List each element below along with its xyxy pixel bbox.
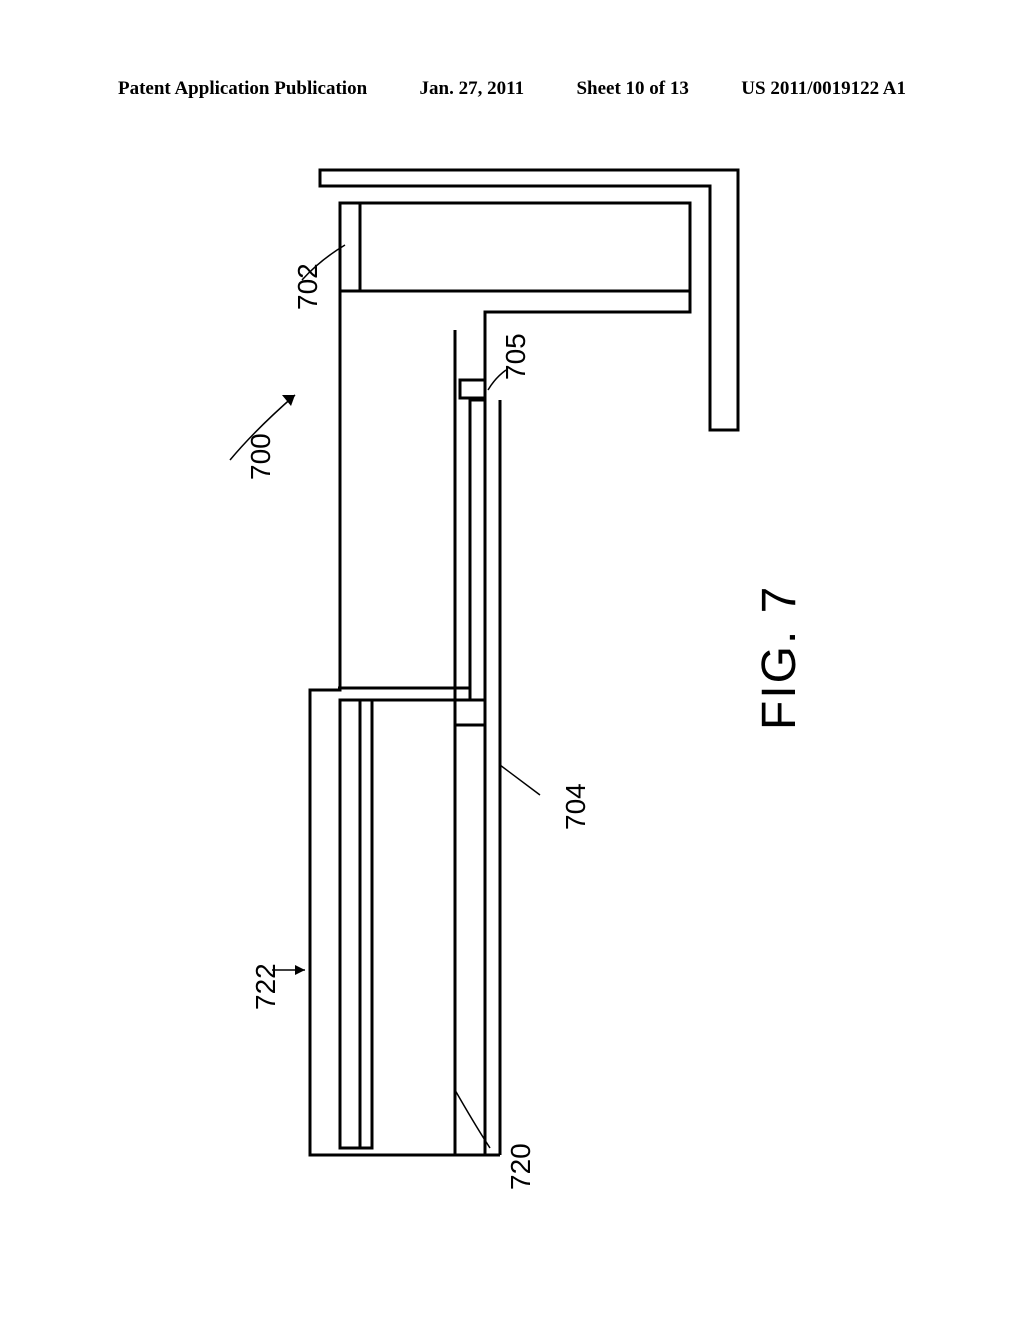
ref-704: 704 [560, 783, 592, 830]
ref-700: 700 [245, 433, 277, 480]
figure-svg [0, 0, 1024, 1320]
ref-720: 720 [505, 1143, 537, 1190]
figure-caption: FIG. 7 [752, 585, 807, 730]
ref-702: 702 [292, 263, 324, 310]
ref-722: 722 [250, 963, 282, 1010]
leader-lines [230, 245, 540, 1148]
ref-705: 705 [500, 333, 532, 380]
drawing-lines [310, 170, 738, 1155]
figure-7: 700 702 722 720 704 705 FIG. 7 [0, 0, 1024, 1320]
